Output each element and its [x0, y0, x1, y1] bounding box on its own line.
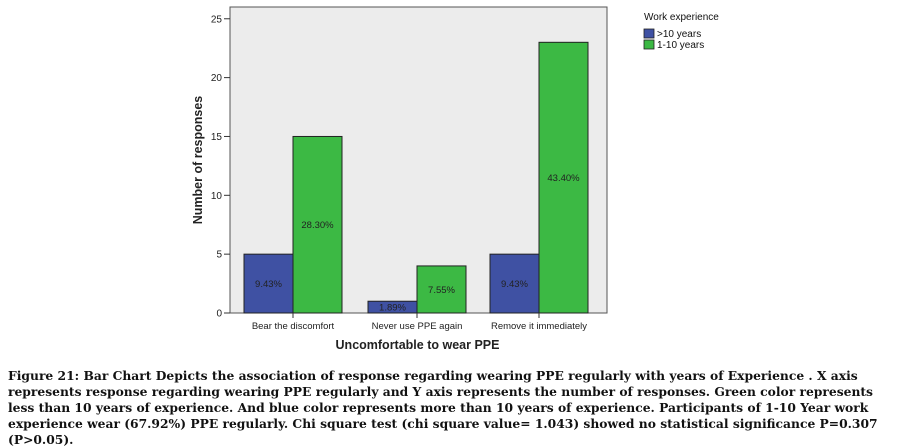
bar — [416, 265, 467, 314]
y-tick-label: 0 — [216, 309, 222, 320]
y-tick-label: 10 — [211, 191, 223, 202]
data-label: 1.89% — [379, 303, 406, 314]
data-label: 9.43% — [501, 279, 528, 290]
legend-label: >10 years — [657, 29, 701, 40]
y-tick-label: 20 — [211, 73, 223, 84]
data-label: 28.30% — [301, 220, 334, 231]
legend-label: 1-10 years — [657, 40, 704, 51]
bar-chart: 0 5 10 15 20 25 9.43% 28.30% 1.89% 7.55% 9.43% 43.… — [191, 6, 719, 352]
x-tick-label: Never use PPE again — [372, 321, 463, 332]
x-axis: Bear the discomfort Never use PPE again Re… — [252, 313, 587, 332]
data-label: 43.40% — [547, 173, 580, 184]
data-label: 7.55% — [428, 285, 455, 296]
bar — [489, 253, 540, 314]
y-tick-label: 15 — [211, 132, 223, 143]
bar — [292, 135, 343, 314]
figure-caption: Figure 21: Bar Chart Depicts the associa… — [8, 368, 878, 447]
y-axis-title: Number of responses — [191, 96, 205, 225]
data-label: 9.43% — [255, 279, 282, 290]
legend-swatch — [643, 28, 655, 39]
x-tick-label: Remove it immediately — [491, 321, 587, 332]
y-axis: 0 5 10 15 20 25 — [211, 14, 230, 320]
x-axis-title: Uncomfortable to wear PPE — [336, 338, 500, 352]
bars: 9.43% 28.30% 1.89% 7.55% 9.43% 43.40% — [243, 41, 589, 314]
x-tick-label: Bear the discomfort — [252, 321, 335, 332]
bar — [538, 41, 589, 314]
y-tick-label: 25 — [211, 14, 223, 25]
legend-title: Work experience — [644, 12, 719, 23]
legend-swatch — [643, 39, 655, 50]
y-tick-label: 5 — [216, 250, 222, 261]
